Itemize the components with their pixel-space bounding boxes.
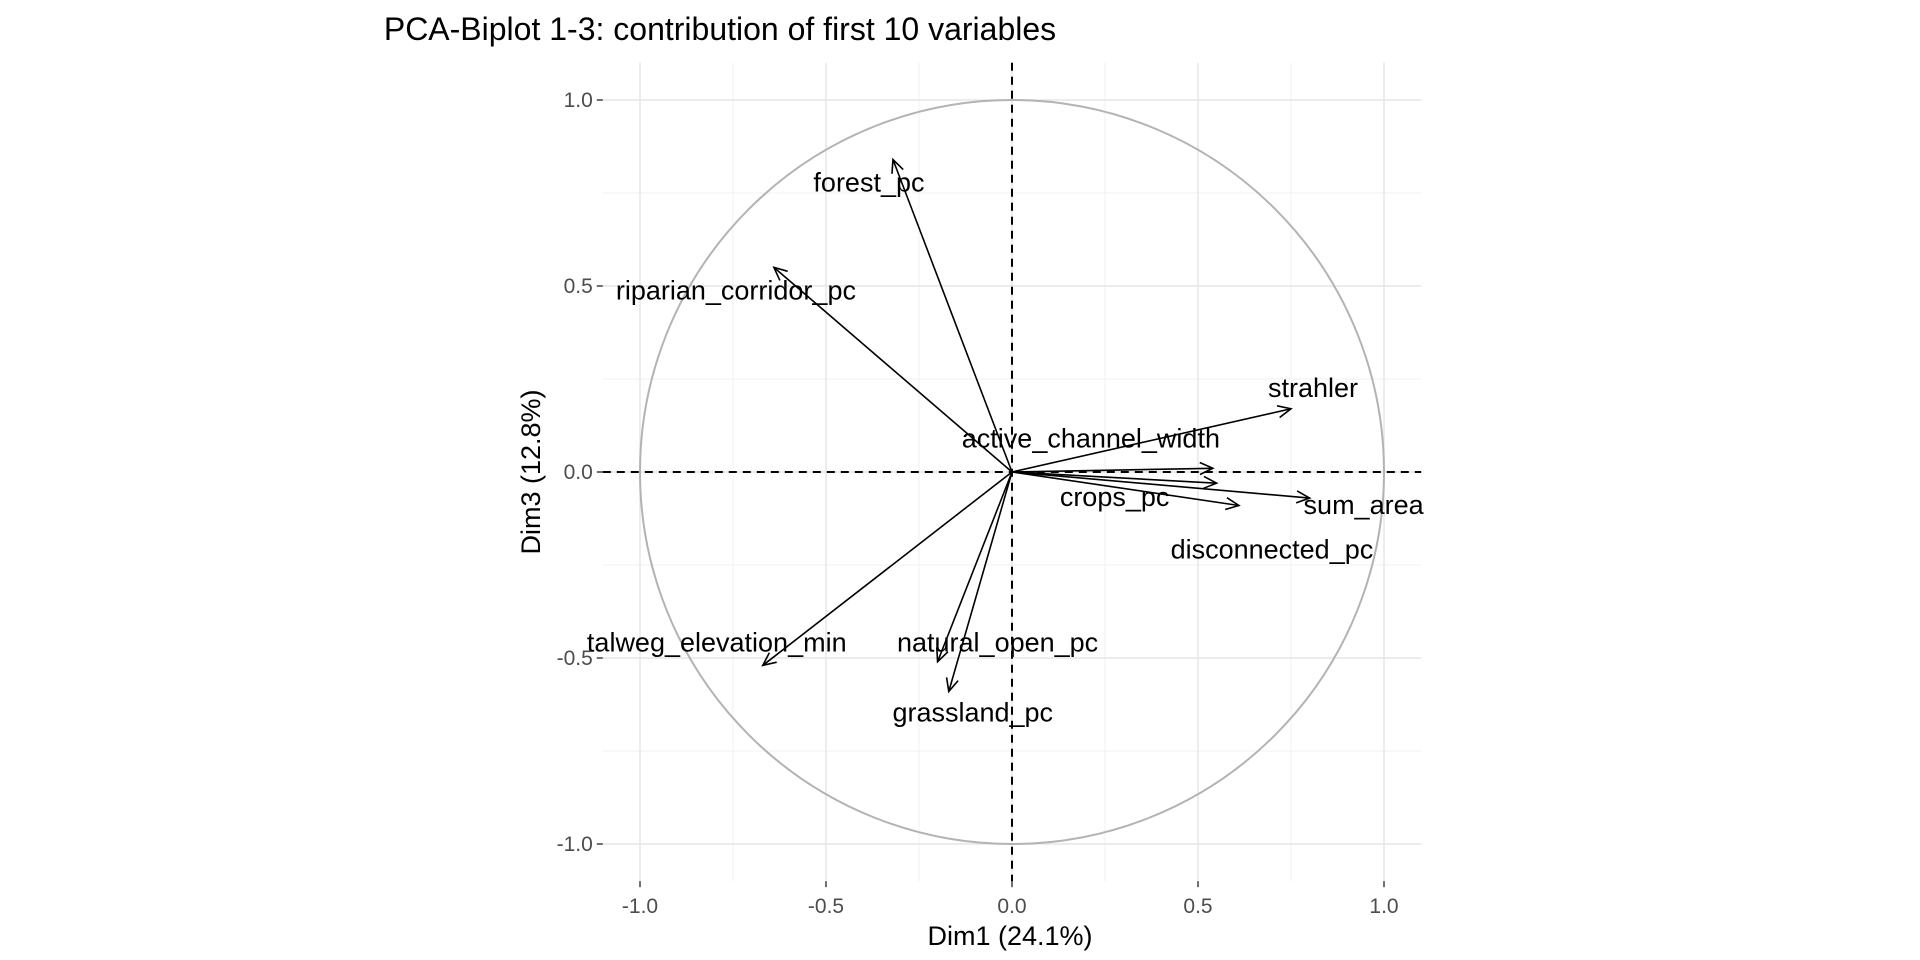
label-active-channel-width: active_channel_width xyxy=(962,423,1220,453)
arrow-active-channel-width xyxy=(1011,461,1215,476)
x-tick-label: -1.0 xyxy=(622,895,658,918)
label-riparian-corridor-pc: riparian_corridor_pc xyxy=(616,275,856,305)
unit-circle-layer xyxy=(639,99,1385,845)
arrow-disconnected-pc xyxy=(1011,471,1241,511)
y-tick-label: 0.0 xyxy=(564,461,593,484)
label-grassland-pc: grassland_pc xyxy=(892,697,1053,727)
y-tick-label: -1.0 xyxy=(557,833,593,856)
y-tick-label: 0.5 xyxy=(564,275,593,298)
x-tick-label: -0.5 xyxy=(808,895,844,918)
arrow-forest-pc xyxy=(891,157,1013,473)
arrow-crops-pc xyxy=(1011,471,1219,490)
y-axis-title: Dim3 (12.8%) xyxy=(516,389,546,554)
x-tick-label: 1.0 xyxy=(1369,895,1398,918)
chart-title: PCA-Biplot 1-3: contribution of first 10… xyxy=(384,11,1056,47)
label-natural-open-pc: natural_open_pc xyxy=(897,628,1098,658)
label-forest-pc: forest_pc xyxy=(813,168,924,198)
arrow-grassland-pc xyxy=(945,471,1013,694)
label-strahler: strahler xyxy=(1268,373,1358,403)
y-tick-label: -0.5 xyxy=(557,647,593,670)
arrow-strahler xyxy=(1011,404,1293,473)
label-crops-pc: crops_pc xyxy=(1060,482,1170,512)
x-axis-title: Dim1 (24.1%) xyxy=(927,921,1092,951)
label-disconnected-pc: disconnected_pc xyxy=(1171,534,1374,564)
x-tick-label: 0.0 xyxy=(997,895,1026,918)
arrow-riparian-corridor-pc xyxy=(772,266,1013,473)
label-sum-area: sum_area xyxy=(1304,490,1425,520)
variable-labels: forest_pc riparian_corridor_pc strahler act… xyxy=(587,168,1425,728)
x-tick-label: 0.5 xyxy=(1183,895,1212,918)
arrow-talweg-elevation-min xyxy=(761,471,1013,667)
arrow-sum-area xyxy=(1011,471,1312,504)
axis-ticks: -1.0 -0.5 0.0 0.5 1.0 -1.0 -0.5 0.0 0.5 1.0 xyxy=(557,89,1399,918)
y-tick-label: 1.0 xyxy=(564,89,593,112)
arrow-natural-open-pc xyxy=(935,471,1013,664)
variable-arrows xyxy=(761,157,1312,694)
label-talweg-elevation-min: talweg_elevation_min xyxy=(587,627,847,657)
unit-circle xyxy=(639,99,1385,845)
